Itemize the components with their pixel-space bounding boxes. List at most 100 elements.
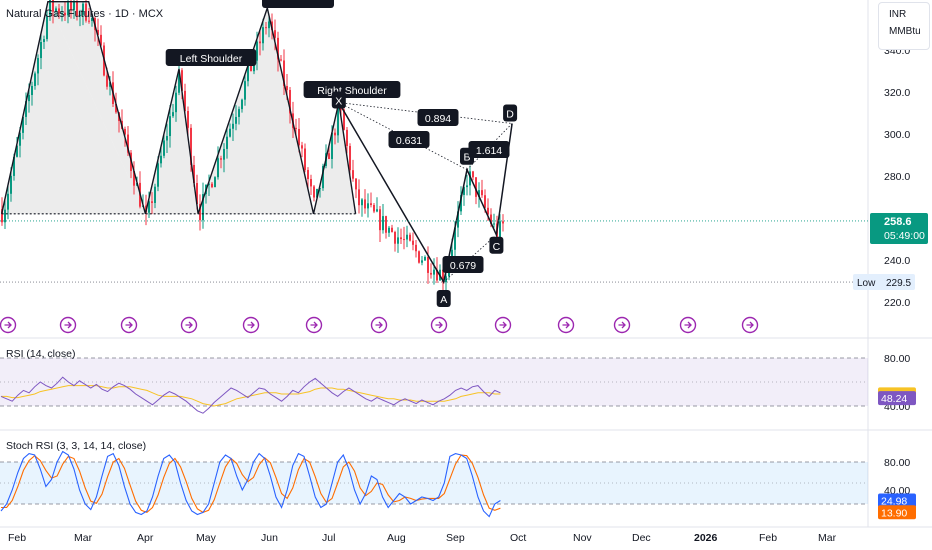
candle-body bbox=[349, 146, 351, 171]
candle-body bbox=[361, 199, 363, 206]
candle-body bbox=[46, 16, 48, 40]
candle-body bbox=[223, 148, 225, 160]
candle-body bbox=[286, 86, 288, 91]
candle-body bbox=[100, 34, 102, 46]
time-axis-label: Sep bbox=[446, 532, 465, 544]
candle-body bbox=[232, 123, 234, 129]
candle-body bbox=[331, 132, 333, 159]
candle-body bbox=[412, 240, 414, 245]
candle-body bbox=[403, 239, 405, 241]
candle-body bbox=[181, 70, 183, 91]
candle-body bbox=[256, 41, 258, 61]
candle-body bbox=[76, 1, 78, 17]
pattern-area bbox=[47, 1, 146, 214]
arrow-right-icon bbox=[746, 321, 754, 329]
arrow-right-icon bbox=[684, 321, 692, 329]
candle-body bbox=[163, 140, 165, 156]
candle-body bbox=[166, 136, 168, 141]
right-shoulder-label: Right Shoulder bbox=[317, 85, 387, 97]
ratio-xd-label-bg bbox=[417, 109, 459, 126]
currency-unit-box[interactable]: INR MMBtu bbox=[878, 2, 930, 50]
point-a-label: A bbox=[440, 294, 447, 306]
candle-body bbox=[301, 145, 303, 149]
candle-body bbox=[13, 156, 15, 176]
candle-body bbox=[244, 81, 246, 100]
candle-body bbox=[127, 134, 129, 153]
candle-body bbox=[49, 0, 51, 17]
low-label: Low bbox=[857, 278, 876, 289]
arrow-right-icon bbox=[435, 321, 443, 329]
candle-body bbox=[487, 207, 489, 215]
time-axis-label: Feb bbox=[8, 532, 26, 544]
candle-body bbox=[226, 136, 228, 149]
time-axis-label: Nov bbox=[573, 532, 592, 544]
candle-body bbox=[427, 256, 429, 273]
rsi-line bbox=[0, 376, 501, 414]
candle-body bbox=[400, 237, 402, 240]
candle-body bbox=[379, 209, 381, 231]
candle-body bbox=[4, 209, 6, 223]
candle-body bbox=[268, 21, 270, 29]
candle-body bbox=[190, 127, 192, 165]
candle-body bbox=[67, 2, 69, 16]
price-tick-label: 240.0 bbox=[884, 255, 910, 267]
candle-body bbox=[277, 37, 279, 60]
pattern-area bbox=[313, 102, 356, 214]
point-x-label-bg bbox=[331, 91, 346, 109]
time-axis-label: 2026 bbox=[694, 532, 718, 544]
candle-body bbox=[169, 116, 171, 137]
arrow-right-icon bbox=[185, 321, 193, 329]
currency-label[interactable]: INR bbox=[889, 9, 907, 20]
candle-body bbox=[484, 195, 486, 208]
candle-body bbox=[382, 216, 384, 231]
candle-body bbox=[475, 177, 477, 197]
arrow-right-icon bbox=[310, 321, 318, 329]
candle-body bbox=[283, 60, 285, 87]
candle-body bbox=[91, 17, 93, 21]
candle-body bbox=[436, 269, 438, 281]
candle-body bbox=[391, 227, 393, 232]
candle-body bbox=[133, 170, 135, 186]
point-b-label: B bbox=[463, 152, 470, 164]
candle-body bbox=[220, 158, 222, 160]
stoch-level-80-label: 80.00 bbox=[884, 457, 910, 469]
candle-body bbox=[160, 155, 162, 164]
right-shoulder-label-bg bbox=[303, 81, 401, 98]
candle-body bbox=[418, 251, 420, 263]
stoch-k-line bbox=[0, 450, 501, 518]
candle-body bbox=[229, 128, 231, 137]
candle-body bbox=[64, 12, 66, 16]
candle-body bbox=[289, 90, 291, 114]
low-value: 229.5 bbox=[886, 278, 911, 289]
candle-body bbox=[451, 249, 453, 262]
time-axis-label: Feb bbox=[759, 532, 777, 544]
candle-body bbox=[394, 231, 396, 244]
candle-body bbox=[502, 221, 504, 224]
time-axis-label: May bbox=[196, 532, 217, 544]
left-shoulder-label-bg bbox=[165, 49, 257, 66]
time-axis-label: Mar bbox=[818, 532, 837, 544]
candle-body bbox=[19, 132, 21, 146]
last-price-label: 258.6 bbox=[884, 216, 912, 228]
candle-body bbox=[187, 111, 189, 128]
unit-label[interactable]: MMBtu bbox=[889, 26, 921, 37]
candle-body bbox=[355, 178, 357, 190]
price-tick-label: 220.0 bbox=[884, 297, 910, 309]
candle-body bbox=[424, 256, 426, 261]
candle-body bbox=[298, 128, 300, 146]
candle-body bbox=[55, 8, 57, 12]
candle-body bbox=[82, 3, 84, 15]
candle-body bbox=[409, 234, 411, 241]
candle-body bbox=[445, 276, 447, 283]
arrow-right-icon bbox=[562, 321, 570, 329]
candle-body bbox=[472, 171, 474, 178]
candle-body bbox=[106, 75, 108, 87]
candle-body bbox=[430, 272, 432, 275]
candle-body bbox=[358, 189, 360, 206]
stoch-d-badge bbox=[878, 505, 916, 520]
stoch-k-value: 24.98 bbox=[881, 496, 907, 508]
candle-body bbox=[322, 165, 324, 189]
arrow-right-icon bbox=[125, 321, 133, 329]
candle-body bbox=[52, 0, 54, 12]
